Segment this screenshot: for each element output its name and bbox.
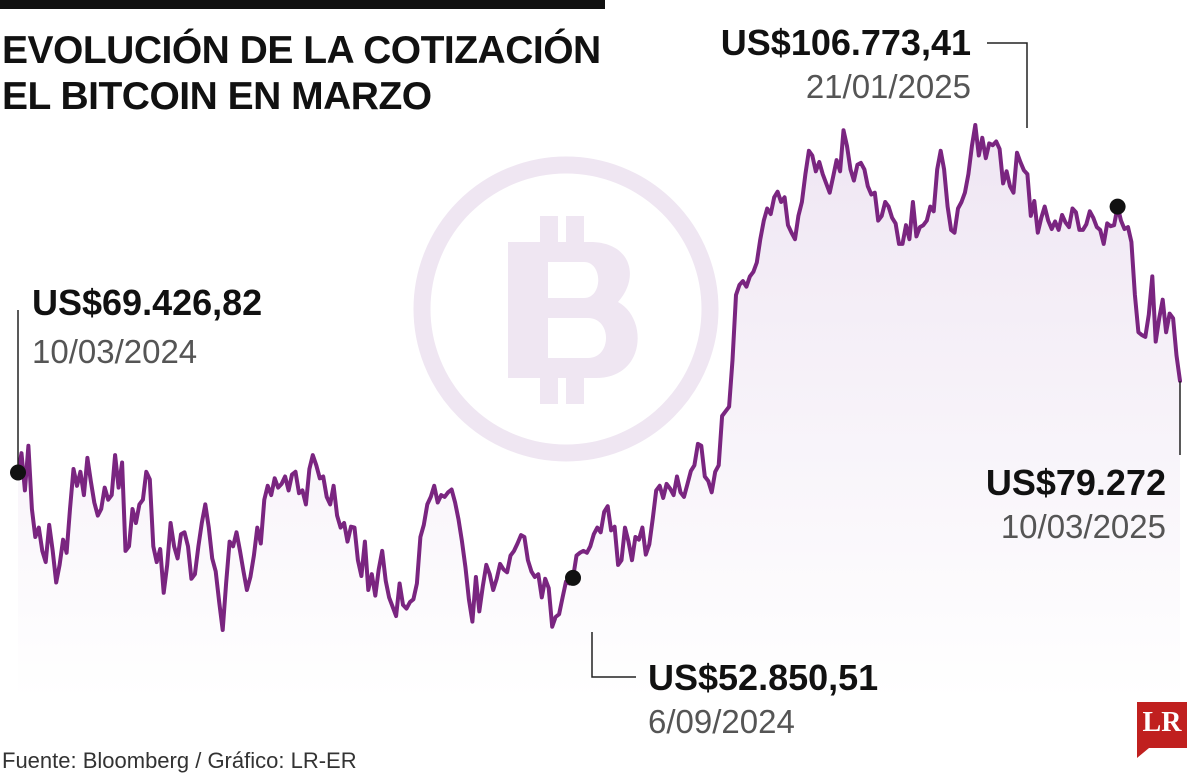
- lr-logo: LR: [1137, 702, 1187, 758]
- plot-area: US$69.426,82 10/03/2024 US$52.850,51 6/09/2…: [10, 22, 1182, 740]
- annotation-3-leader: [987, 42, 1028, 128]
- annotation-3-value: US$106.773,41: [721, 22, 971, 63]
- source-note: Fuente: Bloomberg / Gráfico: LR-ER: [2, 748, 357, 773]
- annotation-2-date: 6/09/2024: [648, 703, 795, 740]
- price-area: [18, 125, 1180, 700]
- annotation-2-value: US$52.850,51: [648, 657, 878, 698]
- chart-title: EVOLUCIÓN DE LA COTIZACIÓN EL BITCOIN EN…: [2, 28, 601, 120]
- chart-title-line-1: EVOLUCIÓN DE LA COTIZACIÓN: [2, 29, 601, 72]
- annotation-1-marker: [10, 464, 26, 481]
- annotation-1-value: US$69.426,82: [32, 282, 262, 323]
- price-line: [16, 123, 1182, 632]
- annotation-2-marker: [565, 569, 581, 586]
- annotation-2-leader: [591, 632, 636, 678]
- annotation-3-date: 21/01/2025: [806, 68, 971, 105]
- top-rule: [0, 0, 605, 9]
- bitcoin-watermark-icon: [413, 156, 719, 462]
- lr-logo-text: LR: [1142, 707, 1182, 738]
- chart-title-line-2: EL BITCOIN EN MARZO: [2, 75, 432, 118]
- annotation-4-value: US$79.272: [986, 462, 1166, 503]
- annotation-4-date: 10/03/2025: [1001, 508, 1166, 545]
- annotation-1-date: 10/03/2024: [32, 333, 197, 370]
- annotation-3-marker: [1109, 198, 1126, 215]
